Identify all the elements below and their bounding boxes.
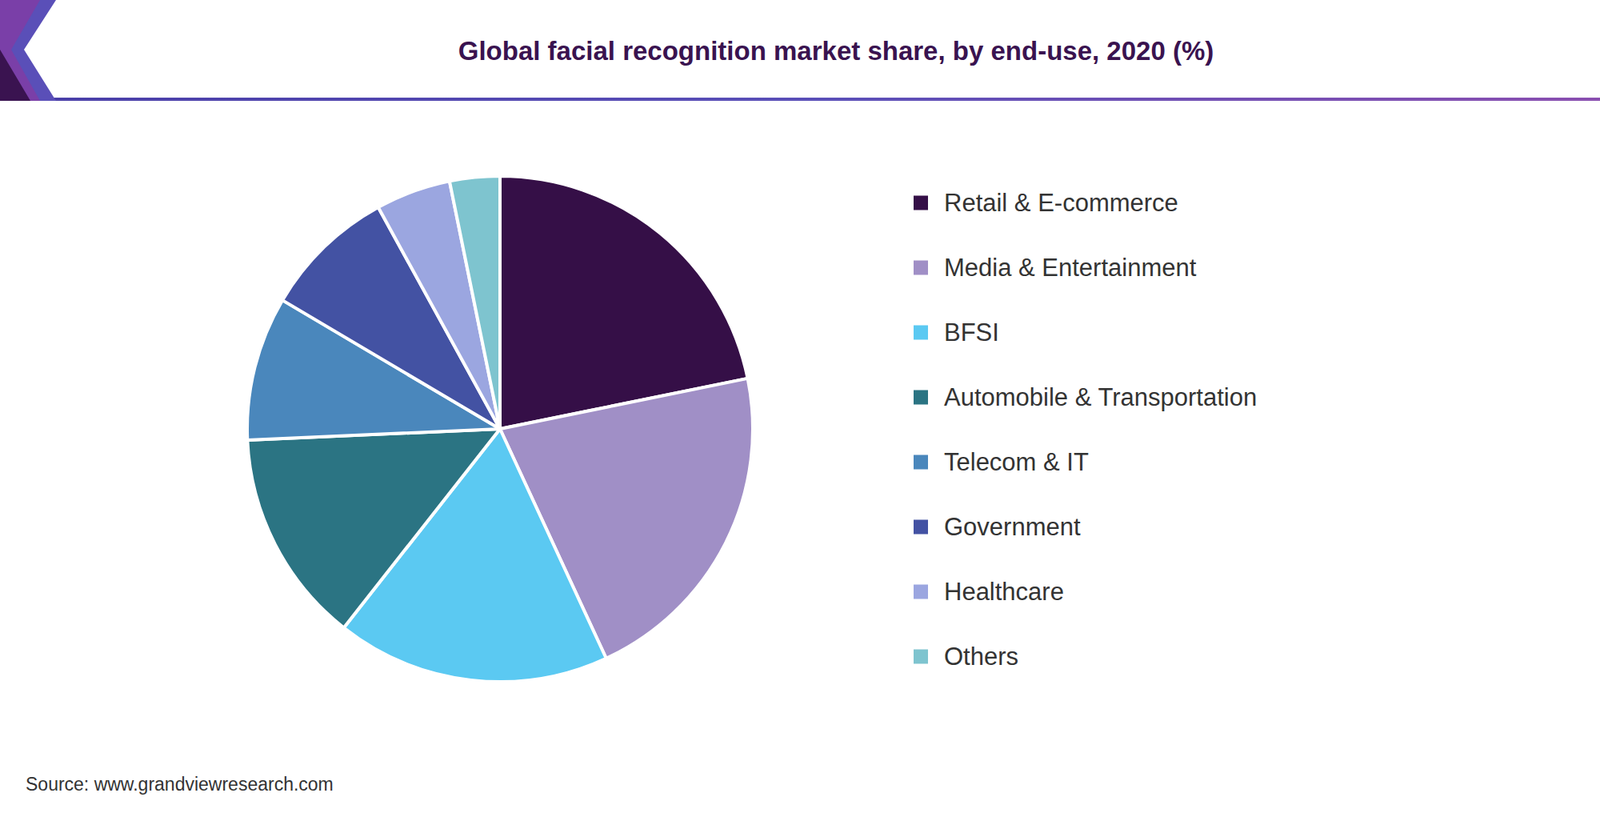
svg-text:Global facial recognition mark: Global facial recognition market share, … [458, 36, 1214, 66]
svg-text:Government: Government [944, 512, 1081, 541]
svg-text:Source: www.grandviewresearch.: Source: www.grandviewresearch.com [25, 773, 334, 795]
svg-text:Media & Entertainment: Media & Entertainment [944, 253, 1197, 282]
svg-text:BFSI: BFSI [944, 318, 1000, 347]
svg-text:Automobile & Transportation: Automobile & Transportation [944, 383, 1257, 412]
svg-text:Retail & E-commerce: Retail & E-commerce [944, 188, 1179, 217]
svg-text:Healthcare: Healthcare [944, 577, 1064, 606]
svg-text:Telecom & IT: Telecom & IT [944, 448, 1089, 476]
svg-text:Others: Others [944, 642, 1019, 671]
